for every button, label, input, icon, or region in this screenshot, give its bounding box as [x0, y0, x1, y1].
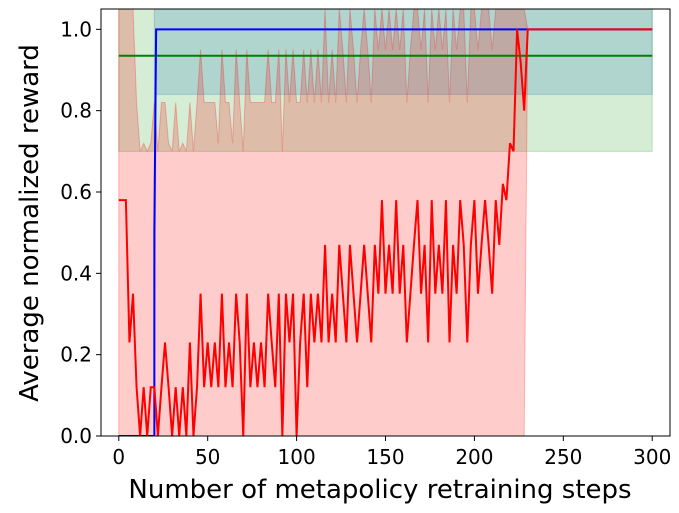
x-axis-label: Number of metapolicy retraining steps [128, 475, 631, 505]
x-tick-label-200: 200 [455, 445, 493, 469]
x-tick-label-0: 0 [112, 445, 125, 469]
series-2-line [118, 28, 653, 436]
plot-clip-group [118, 9, 653, 436]
x-tick-label-300: 300 [633, 445, 671, 469]
axes: 0 50 100 150 200 250 300 0.0 0.2 0.4 0.6 0.8 1.0 [60, 8, 671, 469]
y-tick-label-1: 0.2 [60, 343, 92, 367]
x-tick-label-100: 100 [278, 445, 316, 469]
x-tick-label-150: 150 [366, 445, 404, 469]
x-tick-label-50: 50 [195, 445, 220, 469]
y-tick-label-2: 0.4 [60, 261, 92, 285]
y-axis-label: Average normalized reward [15, 44, 45, 402]
series-1-line [118, 28, 653, 436]
y-tick-label-4: 0.8 [60, 99, 92, 123]
plot-area [118, 9, 653, 436]
x-tick-label-250: 250 [544, 445, 582, 469]
y-tick-label-5: 1.0 [60, 17, 92, 41]
y-tick-label-0: 0.0 [60, 424, 92, 448]
y-tick-label-3: 0.6 [60, 180, 92, 204]
